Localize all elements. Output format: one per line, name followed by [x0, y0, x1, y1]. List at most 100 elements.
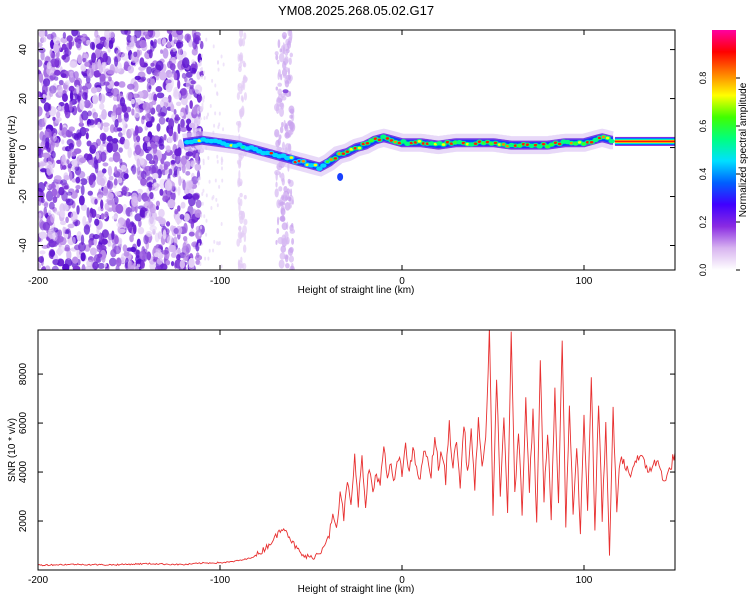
heatmap-cell [287, 178, 291, 184]
heatmap-cell [188, 257, 195, 268]
heatmap-cell [38, 146, 42, 157]
heatmap-cell [190, 80, 196, 85]
ridge-peak-cell [333, 157, 338, 160]
heatmap-cell [92, 94, 99, 105]
ridge-peak-cell [577, 141, 582, 144]
heatmap-cell [61, 139, 65, 145]
heatmap-cell [280, 45, 285, 54]
heatmap-cell [221, 178, 224, 183]
heatmap-cell [274, 103, 280, 112]
heatmap-cell [166, 235, 174, 245]
heatmap-cell [123, 112, 129, 122]
heatmap-cell [78, 84, 83, 93]
heatmap-cell [185, 243, 191, 254]
heatmap-cell [86, 259, 93, 268]
heatmap-cell [176, 30, 184, 36]
heatmap-cell [155, 205, 159, 210]
heatmap-cell [286, 239, 289, 245]
heatmap-cell [113, 245, 122, 255]
heatmap-cell [151, 100, 157, 106]
spectrogram-frame [37, 29, 676, 271]
x-tick-label: -200 [28, 575, 48, 586]
heatmap-cell [46, 164, 52, 176]
ridge-artifact [337, 172, 344, 181]
heatmap-cell [67, 163, 73, 169]
heatmap-cell [52, 116, 56, 121]
heatmap-cell [80, 204, 88, 211]
heatmap-cell [203, 95, 206, 100]
heatmap-cell [181, 163, 186, 174]
heatmap-cell [119, 158, 123, 165]
heatmap-cell [286, 188, 291, 195]
heatmap-cell [145, 120, 153, 128]
heatmap-cell [56, 235, 64, 243]
heatmap-cell [57, 85, 63, 96]
heatmap-cell [49, 250, 56, 258]
heatmap-cell [111, 141, 119, 153]
heatmap-cell [81, 85, 87, 91]
heatmap-cell [117, 228, 126, 234]
heatmap-cell [38, 42, 43, 48]
heatmap-cell [114, 118, 119, 128]
heatmap-cell [127, 65, 135, 74]
heatmap-cell [53, 175, 62, 183]
heatmap-cell [59, 203, 66, 214]
heatmap-cell [275, 86, 279, 91]
heatmap-cell [218, 184, 221, 189]
heatmap-cell [123, 138, 130, 150]
heatmap-cell [195, 229, 202, 240]
heatmap-cell [43, 114, 48, 124]
ridge-core-cell [320, 163, 327, 168]
heatmap-cell [38, 142, 41, 148]
heatmap-cell [39, 191, 45, 199]
heatmap-cell [115, 203, 124, 214]
heatmap-cell [189, 100, 193, 109]
heatmap-cell [92, 234, 100, 240]
heatmap-cell [54, 69, 61, 76]
heatmap-cell [288, 91, 292, 97]
heatmap-cell [238, 62, 243, 69]
heatmap-cell [51, 188, 58, 197]
heatmap-cell [87, 110, 92, 117]
heatmap-cell [134, 125, 139, 136]
snr-x-label: Height of straight line (km) [298, 584, 415, 595]
heatmap-cell [38, 231, 47, 240]
heatmap-cell [38, 199, 42, 206]
heatmap-cell [185, 104, 189, 115]
heatmap-cell [199, 61, 202, 66]
heatmap-cell [47, 209, 52, 216]
heatmap-cell [134, 75, 142, 81]
heatmap-cell [195, 252, 200, 258]
heatmap-cell [95, 151, 100, 160]
heatmap-cell [133, 51, 138, 58]
heatmap-cell [132, 224, 137, 235]
y-tick-label: 0 [18, 144, 29, 150]
heatmap-cell [82, 128, 90, 133]
heatmap-cell [161, 96, 169, 103]
heatmap-cell [142, 197, 151, 203]
heatmap-cell [153, 252, 160, 258]
heatmap-cell [109, 124, 115, 134]
heatmap-cell [213, 239, 216, 244]
heatmap-cell [101, 109, 107, 120]
heatmap-cell [42, 221, 51, 231]
snr-x-ticks: -200 -100 0 100 [28, 330, 593, 586]
heatmap-cell [186, 118, 192, 125]
heatmap-cell [203, 116, 206, 121]
heatmap-cell [291, 223, 294, 228]
heatmap-cell [46, 33, 54, 40]
heatmap-cell [101, 229, 109, 238]
heatmap-cell [215, 197, 218, 202]
heatmap-cell [38, 59, 43, 68]
heatmap-cell [54, 210, 61, 215]
heatmap-cell [285, 262, 290, 269]
heatmap-cell [42, 152, 51, 159]
heatmap-cell [61, 43, 67, 50]
heatmap-cell [44, 128, 52, 139]
heatmap-cell [38, 219, 44, 229]
heatmap-cell [64, 244, 70, 252]
heatmap-cell [201, 201, 204, 206]
heatmap-cell [170, 49, 174, 57]
heatmap-cell [64, 184, 70, 190]
